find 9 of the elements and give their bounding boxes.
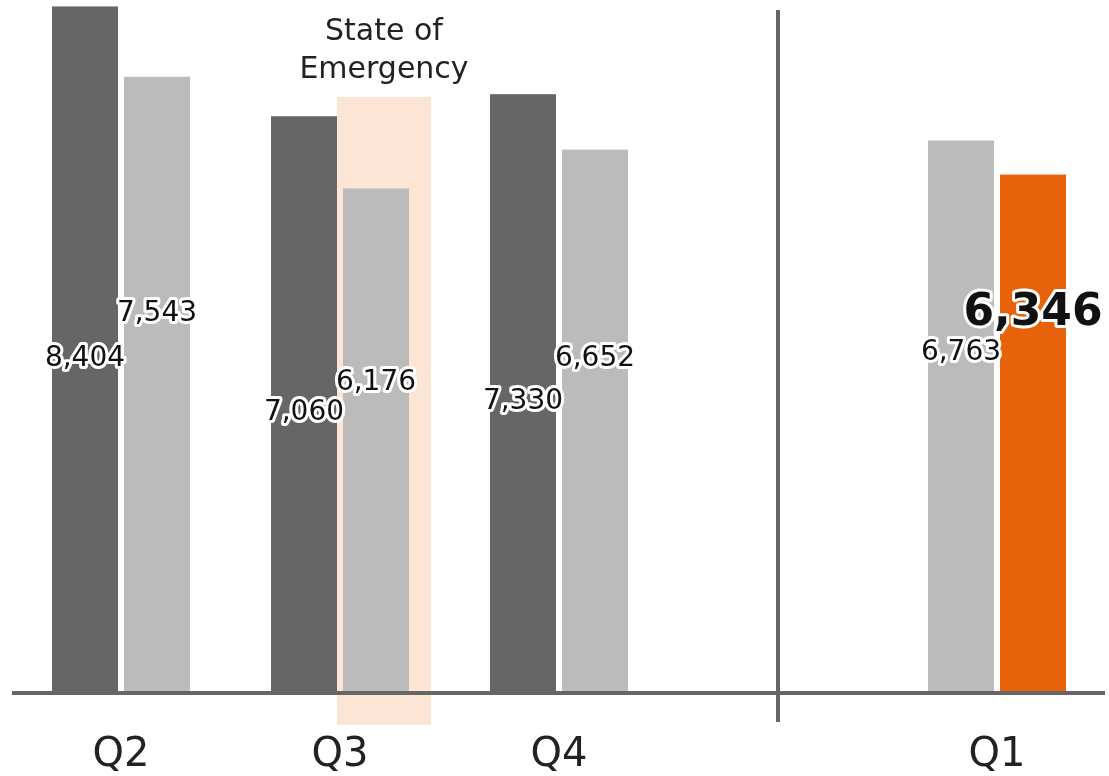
x-tick-label: Q3 (311, 729, 369, 775)
x-tick-label: Q1 (968, 729, 1026, 775)
data-label: 6,763 (920, 334, 1002, 368)
data-label: 7,543 (116, 294, 198, 328)
band-label: State of Emergency (299, 12, 469, 85)
data-label: 6,652 (554, 339, 636, 373)
data-label: 6,176 (335, 363, 417, 397)
x-tick-label: Q2 (92, 729, 150, 775)
x-tick-label: Q4 (530, 729, 588, 775)
